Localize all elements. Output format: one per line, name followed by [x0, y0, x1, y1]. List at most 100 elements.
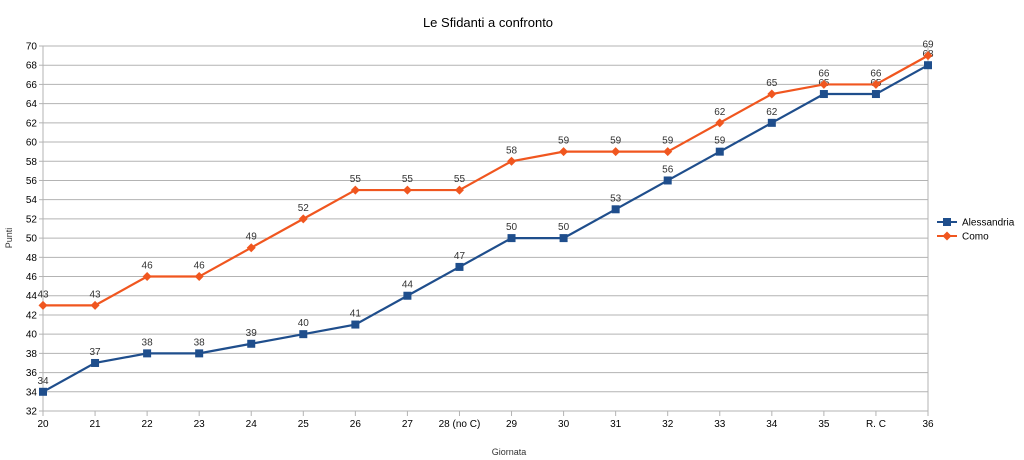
data-label: 66: [818, 68, 830, 79]
x-tick-label: 20: [37, 419, 49, 430]
series-line: [42, 64, 929, 393]
data-point: [871, 90, 880, 99]
gridlines: [39, 45, 929, 416]
legend: Alessandria Como: [937, 218, 1015, 243]
x-axis-title: Giornata: [492, 447, 527, 457]
data-label: 59: [714, 136, 726, 147]
x-axis-ticks: 20 21 22 23 24 25 26 27 28 (no C) 29 30 31 32 33 34 35 R…: [37, 419, 934, 430]
x-tick-label: 26: [350, 419, 362, 430]
data-label: 38: [142, 337, 154, 348]
y-tick-label: 66: [26, 80, 38, 91]
y-tick-label: 38: [26, 349, 38, 360]
x-tick-label: 31: [610, 419, 622, 430]
legend-label: Alessandria: [962, 218, 1015, 229]
y-tick-label: 68: [26, 61, 38, 72]
data-label: 65: [766, 78, 778, 89]
y-tick-label: 54: [26, 195, 38, 206]
data-label: 40: [298, 318, 310, 329]
data-label: 41: [350, 309, 362, 320]
x-tick-label: R. C: [866, 419, 886, 430]
data-point: [143, 349, 152, 358]
data-point: [663, 176, 672, 185]
data-label: 52: [298, 203, 310, 214]
x-tick-label: 30: [558, 419, 570, 430]
y-tick-label: 56: [26, 176, 38, 187]
data-label: 38: [194, 337, 206, 348]
series-layer: 3437383839404144475050535659626565684343…: [37, 40, 934, 396]
data-point: [142, 272, 152, 282]
chart-title: Le Sfidanti a confronto: [423, 15, 553, 30]
x-tick-label: 22: [142, 419, 154, 430]
data-label: 50: [506, 222, 518, 233]
data-label: 69: [922, 40, 934, 51]
data-label: 55: [350, 174, 362, 185]
x-tick-label: 25: [298, 419, 310, 430]
data-label: 43: [89, 289, 101, 300]
x-tick-label: 24: [246, 419, 258, 430]
data-label: 59: [558, 136, 570, 147]
x-tick-label: 21: [89, 419, 101, 430]
data-point: [611, 147, 621, 157]
data-label: 59: [662, 136, 674, 147]
data-label: 39: [246, 328, 258, 339]
data-label: 55: [402, 174, 414, 185]
data-label: 47: [454, 251, 466, 262]
data-label: 50: [558, 222, 570, 233]
y-axis-title: Punti: [4, 228, 14, 249]
data-point: [715, 147, 724, 156]
series-alessandria: 343738383940414447505053565962656568: [37, 49, 934, 396]
data-point: [559, 234, 568, 243]
y-tick-label: 70: [26, 42, 38, 53]
data-point: [454, 185, 464, 195]
data-label: 56: [662, 164, 674, 175]
data-point: [350, 185, 360, 195]
data-label: 55: [454, 174, 466, 185]
data-point: [559, 147, 569, 157]
data-point: [455, 262, 464, 271]
data-label: 46: [142, 261, 154, 272]
data-point: [299, 330, 308, 339]
data-point: [924, 61, 932, 70]
y-tick-label: 62: [26, 118, 38, 129]
data-point: [38, 300, 48, 310]
data-label: 46: [194, 261, 206, 272]
data-point: [247, 339, 256, 348]
y-tick-label: 32: [26, 407, 38, 418]
data-label: 44: [402, 280, 414, 291]
y-tick-label: 34: [26, 387, 38, 398]
y-tick-label: 44: [26, 291, 38, 302]
data-point: [90, 300, 100, 310]
data-point: [246, 243, 256, 253]
x-tick-label: 35: [818, 419, 830, 430]
data-point: [871, 79, 881, 89]
x-tick-label: 36: [922, 419, 934, 430]
y-tick-label: 40: [26, 330, 38, 341]
legend-item: Alessandria: [937, 218, 1015, 229]
x-tick-label: 29: [506, 419, 518, 430]
y-tick-label: 64: [26, 99, 38, 110]
data-point: [507, 156, 517, 166]
data-point: [402, 185, 412, 195]
x-tick-label: 32: [662, 419, 674, 430]
x-tick-label: 34: [766, 419, 778, 430]
data-point: [403, 291, 412, 300]
data-point: [194, 272, 204, 282]
y-tick-label: 52: [26, 214, 38, 225]
data-point: [91, 358, 100, 367]
data-point: [298, 214, 308, 224]
data-label: 43: [37, 289, 49, 300]
y-tick-label: 46: [26, 272, 38, 283]
data-point: [195, 349, 204, 358]
data-label: 66: [870, 68, 882, 79]
y-tick-label: 58: [26, 157, 38, 168]
data-point: [819, 90, 828, 99]
data-label: 53: [610, 193, 622, 204]
data-label: 58: [506, 145, 518, 156]
y-tick-label: 36: [26, 368, 38, 379]
y-tick-label: 42: [26, 310, 38, 321]
data-point: [611, 205, 620, 214]
x-tick-label: 33: [714, 419, 726, 430]
data-label: 49: [246, 232, 258, 243]
data-label: 37: [89, 347, 101, 358]
